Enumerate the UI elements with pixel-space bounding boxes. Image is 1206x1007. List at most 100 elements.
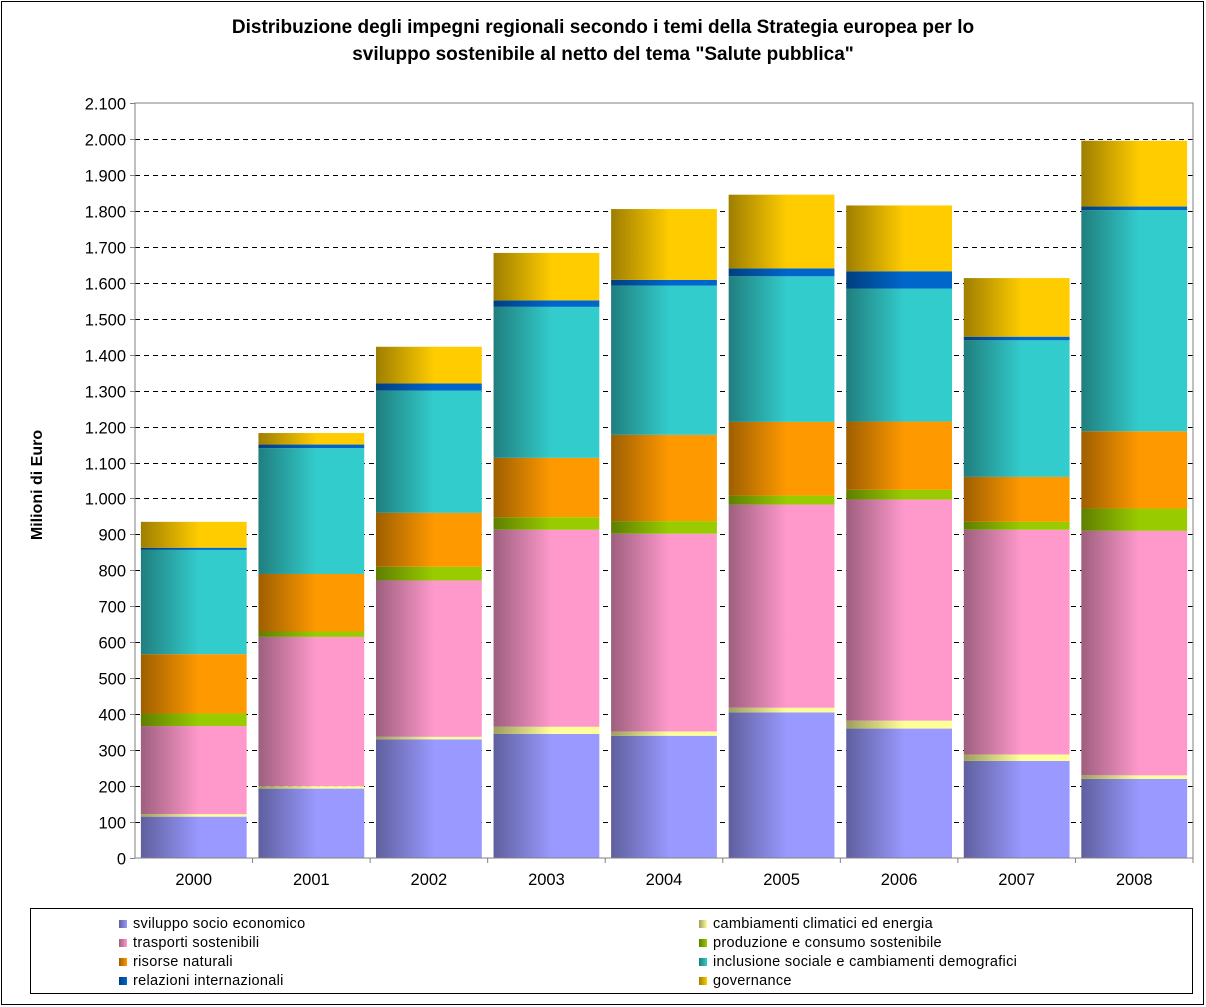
bar-segment-2004-5 (611, 434, 717, 522)
y-axis-label: Milioni di Euro (29, 430, 46, 540)
y-tick-label: 1.300 (85, 384, 126, 402)
legend-swatch (699, 919, 707, 928)
y-tick-label: 1.500 (85, 312, 126, 330)
y-tick-label: 1.000 (85, 491, 126, 509)
bar-segment-2003-5 (493, 457, 600, 518)
bar-segment-2005-7 (728, 268, 835, 277)
bar-segment-2005-3 (728, 504, 835, 708)
bar-segment-2001-7 (258, 444, 365, 449)
legend-swatch (699, 958, 707, 967)
y-tick-label: 1.700 (85, 240, 126, 258)
bar-segment-2002-4 (375, 566, 482, 581)
y-tick-label: 0 (117, 851, 126, 869)
legend-item: risorse naturali (119, 953, 233, 972)
x-tick-label: 2000 (175, 871, 212, 889)
bar-segment-2006-2 (846, 720, 953, 729)
bar-segment-2003-4 (493, 517, 600, 530)
y-tick-label: 300 (98, 743, 126, 761)
bar-segment-2002-5 (375, 512, 482, 567)
legend-swatch (699, 938, 707, 947)
legend-item: governance (699, 972, 792, 991)
bar-segment-2004-2 (611, 731, 717, 736)
bar-segment-2006-6 (846, 288, 953, 422)
legend-item: relazioni internazionali (119, 972, 284, 991)
bar-segment-2000-6 (140, 549, 247, 655)
y-tick-label: 1.600 (85, 276, 126, 294)
bar-segment-2008-6 (1081, 210, 1188, 432)
bar-segment-2008-3 (1081, 530, 1188, 776)
bar-segment-2004-1 (611, 735, 717, 858)
legend: sviluppo socio economico cambiamenti clim… (30, 908, 1193, 994)
y-tick-label: 1.900 (85, 168, 126, 186)
bar-segment-2004-6 (611, 285, 717, 435)
bar-segment-2000-7 (140, 547, 247, 550)
legend-label: inclusione sociale e cambiamenti demogra… (713, 954, 1018, 971)
plot-area-border (134, 102, 1194, 859)
bar-segment-2006-8 (846, 205, 953, 272)
y-tick-label: 1.100 (85, 456, 126, 474)
bar-segment-2007-6 (963, 340, 1070, 477)
y-tick-label: 200 (98, 779, 126, 797)
bar-segment-2003-7 (493, 300, 600, 307)
x-tick-label: 2007 (998, 871, 1035, 889)
bar-segment-2006-4 (846, 489, 953, 500)
legend-item: inclusione sociale e cambiamenti demogra… (699, 953, 1017, 972)
legend-label: trasporti sostenibili (133, 934, 260, 951)
bar-segment-2003-1 (493, 733, 600, 858)
x-tick-label: 2003 (528, 871, 565, 889)
bar-segment-2001-6 (258, 448, 365, 574)
x-tick-label: 2008 (1116, 871, 1153, 889)
bar-segment-2003-2 (493, 726, 600, 734)
bar-segment-2008-4 (1081, 508, 1188, 531)
bar-segment-2004-4 (611, 521, 717, 534)
bar-segment-2006-7 (846, 271, 953, 289)
bar-segment-2001-2 (258, 786, 365, 789)
x-tick-label: 2006 (881, 871, 918, 889)
bar-segment-2007-3 (963, 529, 1070, 755)
y-tick-label: 600 (98, 635, 126, 653)
chart-title: Distribuzione degli impegni regionali se… (231, 17, 975, 65)
bar-segment-2003-3 (493, 529, 600, 727)
axes: 0 100 200 300 400 500 600 700 800 900 1.000 1.100 1.… (85, 96, 1194, 889)
x-tick-label: 2001 (293, 871, 330, 889)
legend-swatch (699, 977, 707, 986)
bar-segment-2000-5 (140, 654, 247, 714)
bar-segment-2000-4 (140, 713, 247, 727)
bar-segment-2002-3 (375, 580, 482, 737)
x-tick-label: 2002 (411, 871, 448, 889)
legend-label: cambiamenti climatici ed energia (713, 915, 933, 932)
bar-segment-2006-5 (846, 421, 953, 490)
bar-segment-2008-7 (1081, 206, 1188, 211)
legend-label: governance (713, 973, 792, 990)
bar-segment-2002-6 (375, 390, 482, 513)
bar-segment-2007-1 (963, 760, 1070, 858)
bars (140, 140, 1188, 858)
bar-segment-2008-5 (1081, 431, 1188, 509)
bar-segment-2000-3 (140, 726, 247, 815)
y-tick-label: 2.100 (85, 96, 126, 114)
bar-segment-2002-1 (375, 739, 482, 858)
bar-segment-2000-2 (140, 814, 247, 817)
bar-segment-2005-1 (728, 712, 835, 858)
bar-segment-2005-6 (728, 276, 835, 422)
bar-segment-2007-8 (963, 278, 1070, 337)
x-tick-label: 2005 (763, 871, 800, 889)
bar-segment-2001-4 (258, 631, 365, 637)
legend-label: risorse naturali (133, 954, 233, 971)
bar-segment-2001-3 (258, 636, 365, 787)
y-tick-label: 800 (98, 563, 126, 581)
bar-segment-2007-2 (963, 754, 1070, 761)
bar-segment-2001-5 (258, 573, 365, 632)
bar-segment-2004-7 (611, 279, 717, 286)
bar-segment-2007-5 (963, 476, 1070, 522)
legend-label: relazioni internazionali (133, 973, 284, 990)
bar-segment-2005-2 (728, 707, 835, 713)
legend-item: produzione e consumo sostenibile (699, 933, 942, 952)
bar-segment-2005-4 (728, 495, 835, 505)
y-tick-label: 100 (98, 815, 126, 833)
bar-segment-2003-8 (493, 252, 600, 301)
legend-item: trasporti sostenibili (119, 933, 259, 952)
y-tick-label: 1.200 (85, 420, 126, 438)
legend-swatch (119, 938, 127, 947)
